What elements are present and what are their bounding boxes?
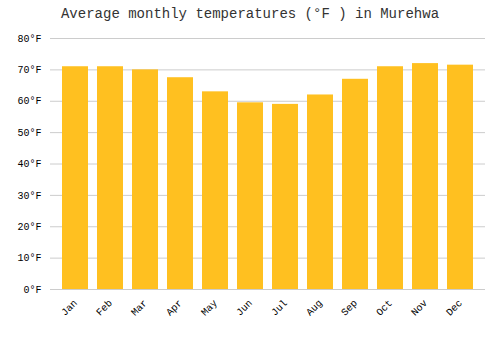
svg-text:Feb: Feb	[94, 298, 115, 319]
svg-text:0°F: 0°F	[23, 285, 41, 296]
svg-text:Oct: Oct	[374, 298, 395, 319]
svg-text:40°F: 40°F	[17, 159, 41, 170]
svg-text:Jan: Jan	[59, 298, 80, 319]
svg-text:30°F: 30°F	[17, 191, 41, 202]
svg-text:Mar: Mar	[129, 298, 150, 319]
svg-text:10°F: 10°F	[17, 253, 41, 264]
svg-text:80°F: 80°F	[17, 34, 41, 45]
html-text:Average monthly temperatures (: Average monthly temperatures (°F ) in Mu…	[61, 6, 439, 22]
svg-text:May: May	[199, 298, 220, 319]
svg-text:50°F: 50°F	[17, 128, 41, 139]
svg-text:Apr: Apr	[164, 298, 185, 319]
svg-text:20°F: 20°F	[17, 222, 41, 233]
svg-text:Dec: Dec	[444, 298, 465, 319]
svg-text:Nov: Nov	[409, 298, 430, 319]
svg-text:60°F: 60°F	[17, 96, 41, 107]
svg-text:Jul: Jul	[269, 298, 290, 319]
svg-text:Sep: Sep	[339, 298, 360, 319]
svg-text:Aug: Aug	[304, 298, 325, 319]
svg-text:Jun: Jun	[234, 298, 255, 319]
svg-text:70°F: 70°F	[17, 65, 41, 76]
